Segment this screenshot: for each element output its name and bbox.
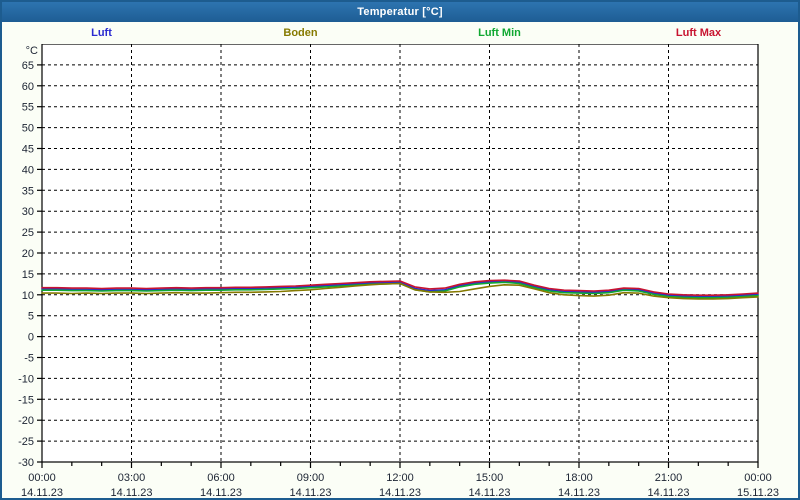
series-line-boden	[41, 282, 759, 300]
x-tick-date-label: 14.11.23	[110, 487, 152, 498]
y-tick-label: -10	[18, 373, 34, 385]
x-tick-date-label: 14.11.23	[200, 487, 242, 498]
legend-item-luft: Luft	[91, 27, 112, 39]
y-axis-unit-label: °C	[26, 45, 38, 57]
x-tick-date-label: 15.11.23	[737, 487, 779, 498]
x-tick-date-label: 14.11.23	[379, 487, 421, 498]
x-tick-date-label: 14.11.23	[468, 487, 510, 498]
chart-legend: Luft Boden Luft Min Luft Max	[2, 22, 798, 44]
y-tick-label: 30	[22, 206, 34, 218]
series-line-luft	[41, 280, 759, 298]
y-tick-label: 45	[22, 144, 34, 156]
y-tick-label: 15	[22, 269, 34, 281]
y-tick-label: 25	[22, 227, 34, 239]
y-tick-label: 50	[22, 123, 34, 135]
series-line-luft-max	[41, 279, 759, 296]
y-tick-label: 10	[22, 290, 34, 302]
x-tick-time-label: 00:00	[744, 472, 772, 484]
y-tick-label: 20	[22, 248, 34, 260]
x-tick-date-label: 14.11.23	[289, 487, 331, 498]
legend-item-luft-max: Luft Max	[675, 27, 722, 39]
x-tick-time-label: 03:00	[118, 472, 146, 484]
y-tick-label: -30	[18, 457, 34, 469]
y-tick-label: 65	[22, 60, 34, 72]
x-tick-time-label: 15:00	[476, 472, 504, 484]
x-tick-time-label: 00:00	[28, 472, 56, 484]
y-tick-label: 35	[22, 185, 34, 197]
y-tick-label: 40	[22, 164, 34, 176]
y-tick-label: -15	[18, 394, 34, 406]
y-tick-label: -5	[24, 353, 34, 365]
y-tick-label: 55	[22, 102, 34, 114]
y-tick-label: 0	[28, 332, 34, 344]
window-title: Temperatur [°C]	[2, 2, 798, 22]
y-tick-label: -25	[18, 436, 34, 448]
y-tick-label: -20	[18, 415, 34, 427]
x-tick-time-label: 18:00	[565, 472, 593, 484]
x-tick-time-label: 12:00	[386, 472, 414, 484]
x-tick-date-label: 14.11.23	[647, 487, 689, 498]
legend-item-boden: Boden	[283, 27, 318, 39]
y-tick-label: 60	[22, 81, 34, 93]
y-tick-label: 5	[28, 311, 34, 323]
legend-item-luft-min: Luft Min	[478, 27, 521, 39]
x-tick-date-label: 14.11.23	[558, 487, 600, 498]
x-tick-time-label: 09:00	[297, 472, 325, 484]
x-tick-time-label: 21:00	[655, 472, 683, 484]
temperature-chart: -30 -25 -20 -15 -10 -5 0 5 10 15 20 25 30 35 40 45 50 55 6…	[18, 43, 779, 498]
x-tick-time-label: 06:00	[207, 472, 235, 484]
x-tick-date-label: 14.11.23	[21, 487, 63, 498]
chart-area: -30 -25 -20 -15 -10 -5 0 5 10 15 20 25 30 35 40 45 50 55 6…	[2, 43, 798, 498]
